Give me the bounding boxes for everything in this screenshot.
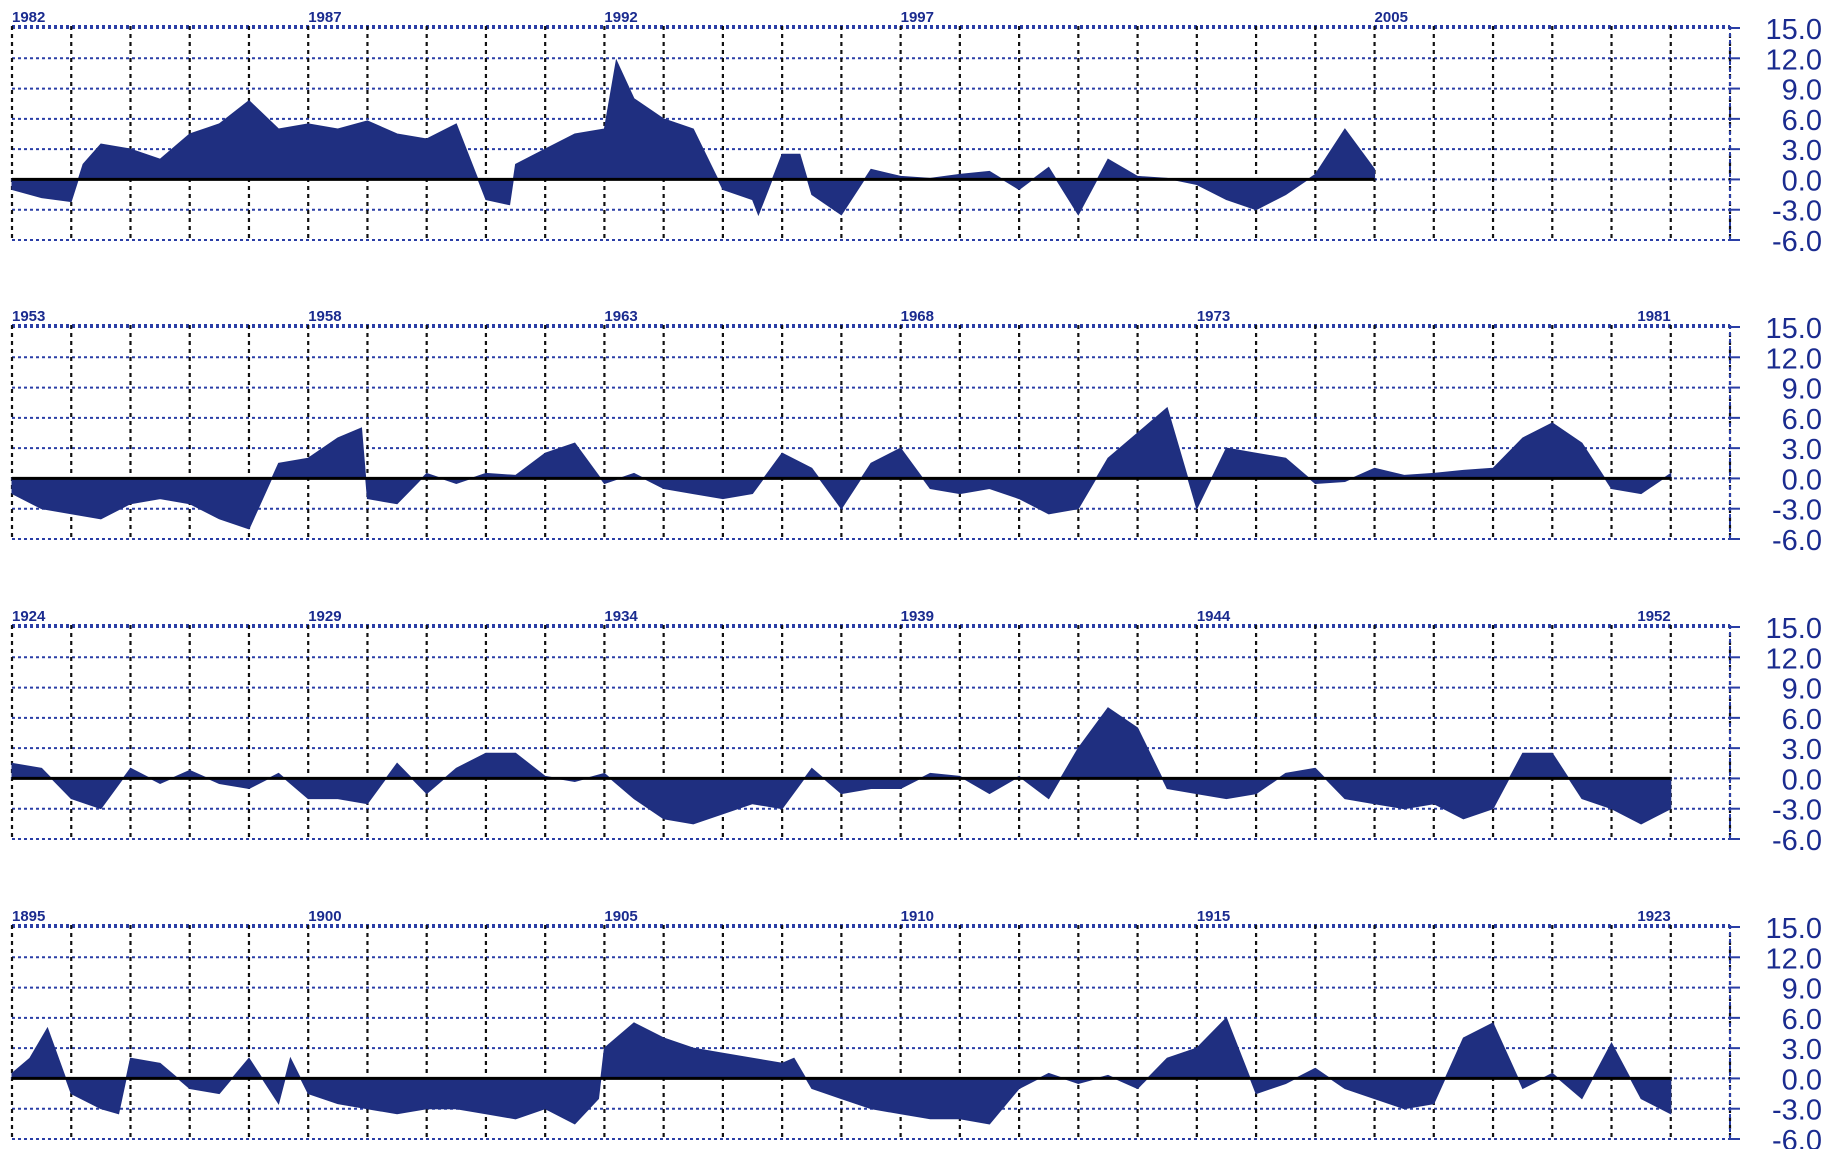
year-label: 1981 [1637,308,1670,325]
year-label: 1958 [308,308,341,325]
y-tick-label: 3.0 [1782,734,1822,766]
year-label: 1895 [12,908,45,925]
year-label: 2005 [1375,9,1408,26]
y-tick-label: 6.0 [1782,105,1822,137]
panel-4: 15.012.09.06.03.00.0-3.0-6.0 1895 1900 1905… [10,908,1822,1149]
y-tick-label: 12.0 [1766,643,1822,675]
y-tick-label: -6.0 [1772,1125,1822,1149]
y-tick-label: 15.0 [1766,313,1822,345]
y-tick-label: 6.0 [1782,1004,1822,1036]
y-tick-label: 12.0 [1766,943,1822,975]
series-area [11,1016,1672,1125]
year-label: 1900 [308,908,341,925]
year-label: 1924 [12,608,46,625]
panel-2: 15.012.09.06.03.00.0-3.0-6.0 1953 1958 1963… [10,308,1822,557]
y-tick-label: -6.0 [1772,525,1822,557]
y-tick-label: 9.0 [1782,75,1822,107]
series-area [11,58,1376,217]
year-label: 1968 [901,308,934,325]
y-tick-label: 0.0 [1782,165,1822,197]
y-tick-label: 3.0 [1782,434,1822,466]
y-tick-label: 9.0 [1782,374,1822,406]
year-label: 1915 [1197,908,1230,925]
y-tick-label: -3.0 [1772,1095,1822,1127]
panel-1: 15.012.09.06.03.00.0-3.0-6.0 1982 1987 1992… [10,9,1822,258]
panel-3: 15.012.09.06.03.00.0-3.0-6.0 1924 1929 1934… [10,608,1822,857]
year-label: 1982 [12,9,45,26]
y-tick-label: 0.0 [1782,1064,1822,1096]
y-tick-label: -3.0 [1772,495,1822,527]
year-label: 1963 [604,308,637,325]
year-label: 1944 [1197,608,1231,625]
year-label: 1939 [901,608,934,625]
y-tick-label: 0.0 [1782,764,1822,796]
year-label: 1992 [604,9,637,26]
y-tick-label: 15.0 [1766,14,1822,46]
year-label: 1923 [1637,908,1670,925]
y-tick-label: -3.0 [1772,196,1822,228]
year-label: 1997 [901,9,934,26]
year-label: 1952 [1637,608,1670,625]
y-tick-label: 6.0 [1782,404,1822,436]
y-tick-label: 12.0 [1766,343,1822,375]
year-label: 1987 [308,9,341,26]
y-tick-label: 12.0 [1766,44,1822,76]
year-label: 1934 [604,608,638,625]
series-area [11,406,1672,530]
y-tick-label: -6.0 [1772,825,1822,857]
year-label: 1953 [12,308,45,325]
y-tick-label: 3.0 [1782,135,1822,167]
y-tick-label: 9.0 [1782,674,1822,706]
year-label: 1910 [901,908,934,925]
y-tick-label: -6.0 [1772,226,1822,258]
y-tick-label: 15.0 [1766,613,1822,645]
y-tick-label: -3.0 [1772,795,1822,827]
series-area [11,707,1672,825]
y-tick-label: 15.0 [1766,913,1822,945]
y-tick-label: 0.0 [1782,464,1822,496]
y-tick-label: 9.0 [1782,974,1822,1006]
year-label: 1929 [308,608,341,625]
year-label: 1905 [604,908,637,925]
y-tick-label: 3.0 [1782,1034,1822,1066]
year-label: 1973 [1197,308,1230,325]
y-tick-label: 6.0 [1782,704,1822,736]
